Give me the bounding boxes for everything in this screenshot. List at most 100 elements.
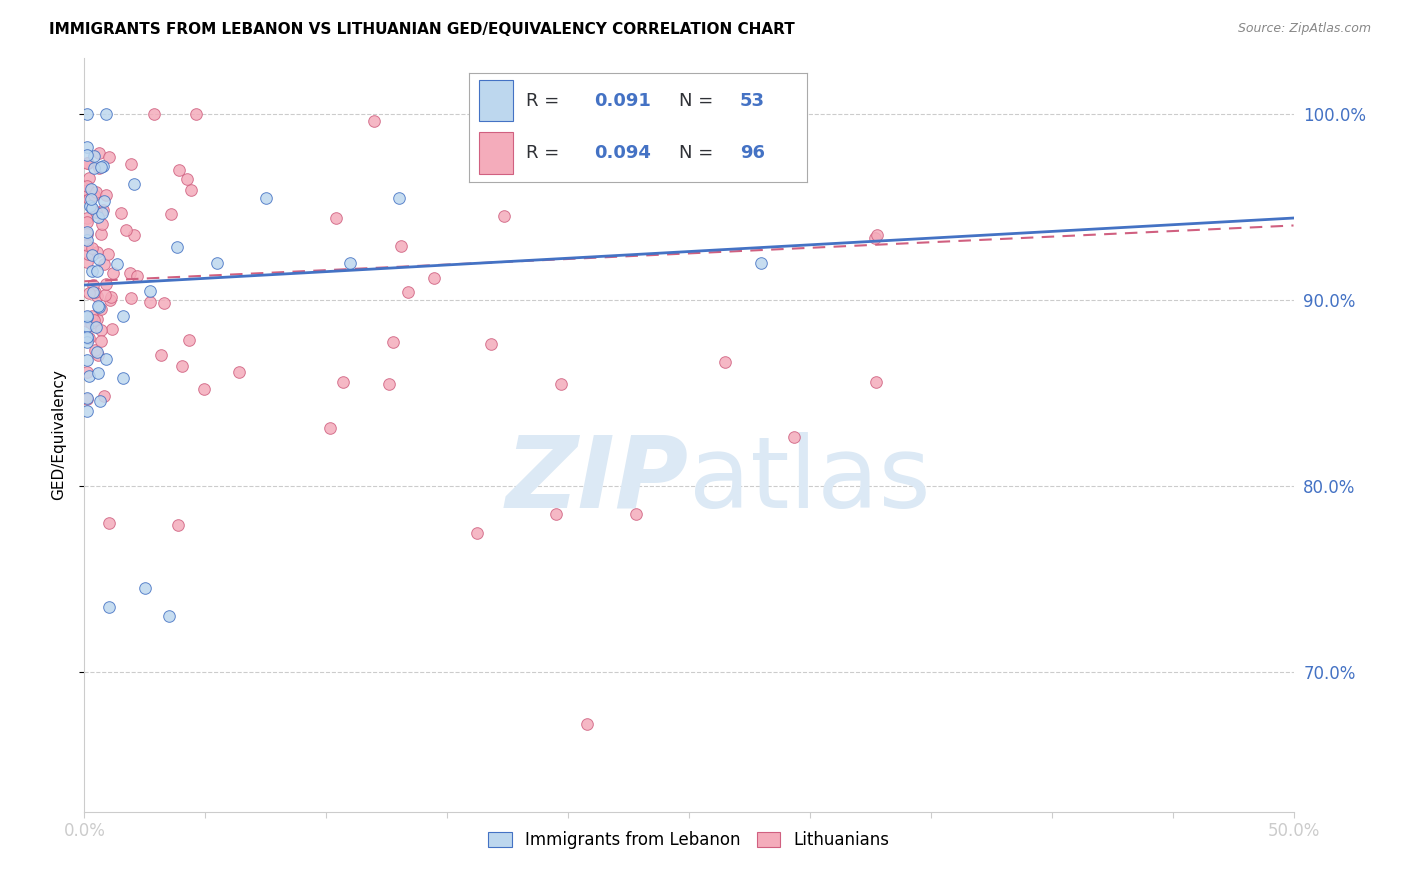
- Point: [86, 244, 108, 259]
- Point: [98, 293, 121, 307]
- Point: [76, 215, 98, 229]
- Point: [76, 179, 98, 194]
- Point: [866, 228, 889, 243]
- Point: [80, 241, 103, 255]
- Point: [176, 171, 198, 186]
- Point: [101, 322, 124, 336]
- Point: [76, 365, 98, 379]
- Point: [325, 211, 347, 226]
- Point: [77, 331, 100, 345]
- Point: [76, 404, 98, 418]
- Point: [105, 257, 128, 271]
- Point: [783, 430, 806, 444]
- Point: [207, 256, 229, 270]
- Point: [228, 366, 250, 380]
- Point: [76, 318, 98, 333]
- Point: [110, 206, 132, 220]
- Point: [544, 507, 567, 521]
- Point: [91, 206, 114, 220]
- Point: [87, 161, 110, 175]
- Point: [96, 277, 118, 292]
- Legend: Immigrants from Lebanon, Lithuanians: Immigrants from Lebanon, Lithuanians: [481, 825, 897, 856]
- Point: [93, 194, 115, 208]
- Point: [153, 295, 176, 310]
- Point: [751, 256, 773, 270]
- Point: [120, 157, 142, 171]
- Point: [86, 311, 108, 326]
- Point: [87, 210, 110, 224]
- Point: [77, 170, 100, 185]
- Point: [76, 183, 98, 197]
- Point: [80, 182, 103, 196]
- Point: [396, 285, 419, 299]
- Point: [122, 178, 145, 192]
- Point: [93, 257, 115, 271]
- Point: [86, 288, 108, 302]
- Point: [77, 247, 100, 261]
- Point: [94, 107, 117, 121]
- Text: Source: ZipAtlas.com: Source: ZipAtlas.com: [1237, 22, 1371, 36]
- Point: [83, 285, 105, 299]
- Point: [80, 263, 103, 277]
- Point: [97, 150, 120, 164]
- Point: [550, 376, 572, 391]
- Point: [98, 516, 121, 530]
- Point: [172, 359, 194, 374]
- Point: [90, 161, 112, 175]
- Point: [76, 234, 98, 248]
- Point: [87, 366, 110, 380]
- Point: [127, 268, 149, 283]
- Point: [94, 288, 117, 302]
- Point: [76, 156, 98, 170]
- Point: [118, 266, 141, 280]
- Point: [77, 192, 100, 206]
- Point: [76, 391, 98, 405]
- Point: [76, 225, 98, 239]
- Point: [77, 369, 100, 384]
- Point: [87, 301, 110, 315]
- Point: [76, 392, 98, 407]
- Point: [80, 192, 103, 206]
- Point: [479, 337, 502, 351]
- Point: [87, 252, 110, 266]
- Point: [332, 375, 354, 389]
- Point: [166, 239, 188, 253]
- Point: [91, 202, 114, 217]
- Point: [579, 134, 602, 148]
- Point: [76, 227, 98, 241]
- Point: [863, 231, 886, 245]
- Point: [143, 107, 166, 121]
- Point: [101, 266, 124, 280]
- Point: [93, 388, 115, 402]
- Point: [83, 313, 105, 327]
- Point: [90, 301, 112, 316]
- Point: [76, 255, 98, 269]
- Point: [193, 382, 215, 396]
- Point: [82, 309, 104, 323]
- Point: [82, 285, 104, 300]
- Point: [115, 223, 138, 237]
- Point: [575, 717, 598, 731]
- Point: [84, 343, 107, 358]
- Point: [339, 256, 361, 270]
- Point: [94, 351, 117, 366]
- Point: [112, 309, 135, 323]
- Point: [79, 199, 101, 213]
- Point: [139, 295, 162, 310]
- Point: [120, 291, 142, 305]
- Point: [76, 211, 98, 225]
- Point: [76, 310, 98, 324]
- Point: [134, 582, 156, 596]
- Point: [180, 183, 202, 197]
- Point: [86, 185, 108, 199]
- Point: [149, 348, 172, 362]
- Point: [86, 264, 108, 278]
- Point: [492, 210, 515, 224]
- Point: [76, 238, 98, 252]
- Point: [97, 246, 120, 260]
- Point: [179, 333, 201, 347]
- Point: [76, 331, 98, 345]
- Y-axis label: GED/Equivalency: GED/Equivalency: [51, 369, 66, 500]
- Text: IMMIGRANTS FROM LEBANON VS LITHUANIAN GED/EQUIVALENCY CORRELATION CHART: IMMIGRANTS FROM LEBANON VS LITHUANIAN GE…: [49, 22, 794, 37]
- Point: [76, 310, 98, 324]
